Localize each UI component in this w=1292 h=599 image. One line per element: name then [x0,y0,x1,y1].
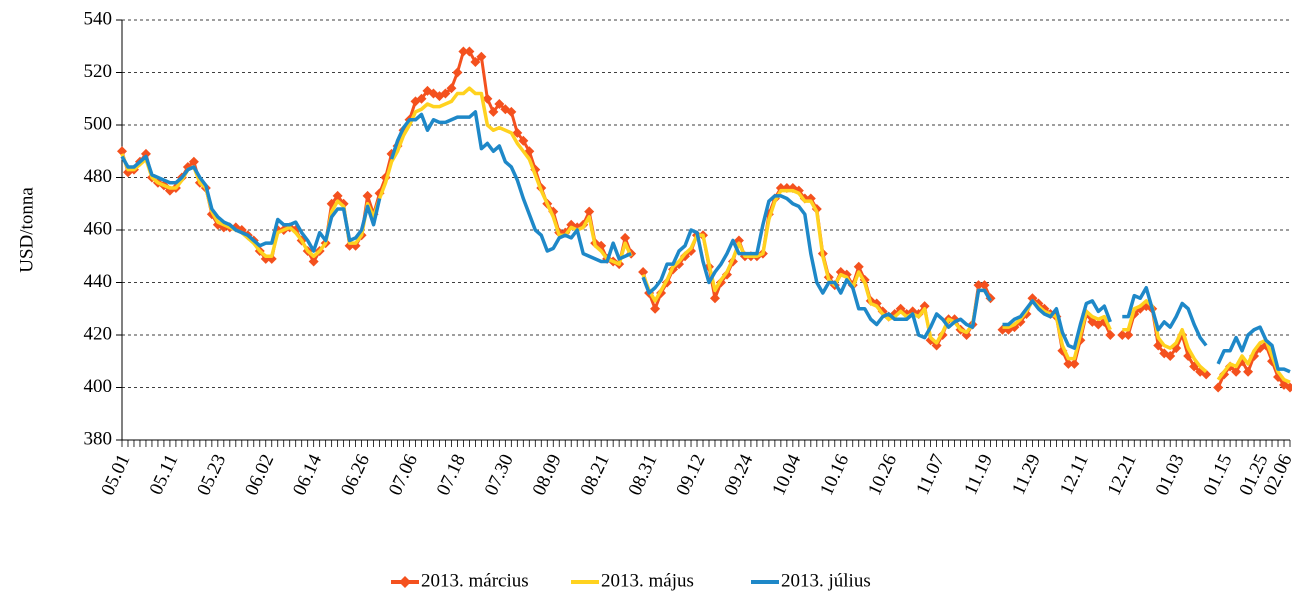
x-tick-label: 11.07 [912,451,949,498]
y-tick-label: 460 [84,218,113,239]
y-tick-label: 540 [84,8,113,29]
y-tick-label: 520 [84,61,113,82]
x-tick-label: 01.15 [1199,451,1236,499]
x-tick-label: 08.21 [577,451,614,499]
legend-marker [399,576,411,588]
x-tick-label: 05.01 [97,451,134,499]
y-tick-label: 420 [84,323,113,344]
x-tick-label: 12.21 [1104,451,1141,499]
x-tick-label: 11.19 [960,451,997,498]
x-tick-label: 06.26 [337,451,374,499]
x-tick-label: 09.12 [672,451,709,499]
x-tick-label: 05.11 [146,451,183,498]
legend-label: 2013. március [421,570,529,591]
marker [638,267,649,277]
x-tick-label: 05.23 [193,451,230,499]
y-tick-label: 440 [84,271,113,292]
y-tick-label: 380 [84,428,113,449]
x-tick-label: 06.02 [241,451,278,499]
legend-label: 2013. július [781,570,871,591]
y-tick-label: 500 [84,113,113,134]
x-tick-label: 01.03 [1152,451,1189,499]
y-axis-label: USD/tonna [16,187,37,273]
x-tick-label: 06.14 [289,451,326,499]
legend-label: 2013. május [601,570,694,591]
x-tick-label: 11.29 [1008,451,1045,498]
x-tick-label: 10.26 [864,451,901,499]
marker [1117,330,1128,340]
x-tick-label: 12.11 [1056,451,1093,498]
x-tick-label: 07.06 [385,451,422,499]
series-line [120,110,1291,374]
x-tick-label: 10.16 [816,451,853,499]
x-tick-label: 10.04 [768,451,805,499]
y-tick-label: 480 [84,166,113,187]
x-tick-label: 07.18 [433,451,470,499]
x-tick-label: 08.31 [624,451,661,499]
x-tick-label: 09.24 [720,451,757,499]
x-tick-label: 07.30 [481,451,518,499]
series-line [120,50,1291,389]
y-tick-label: 400 [84,376,113,397]
x-tick-label: 08.09 [529,451,566,499]
